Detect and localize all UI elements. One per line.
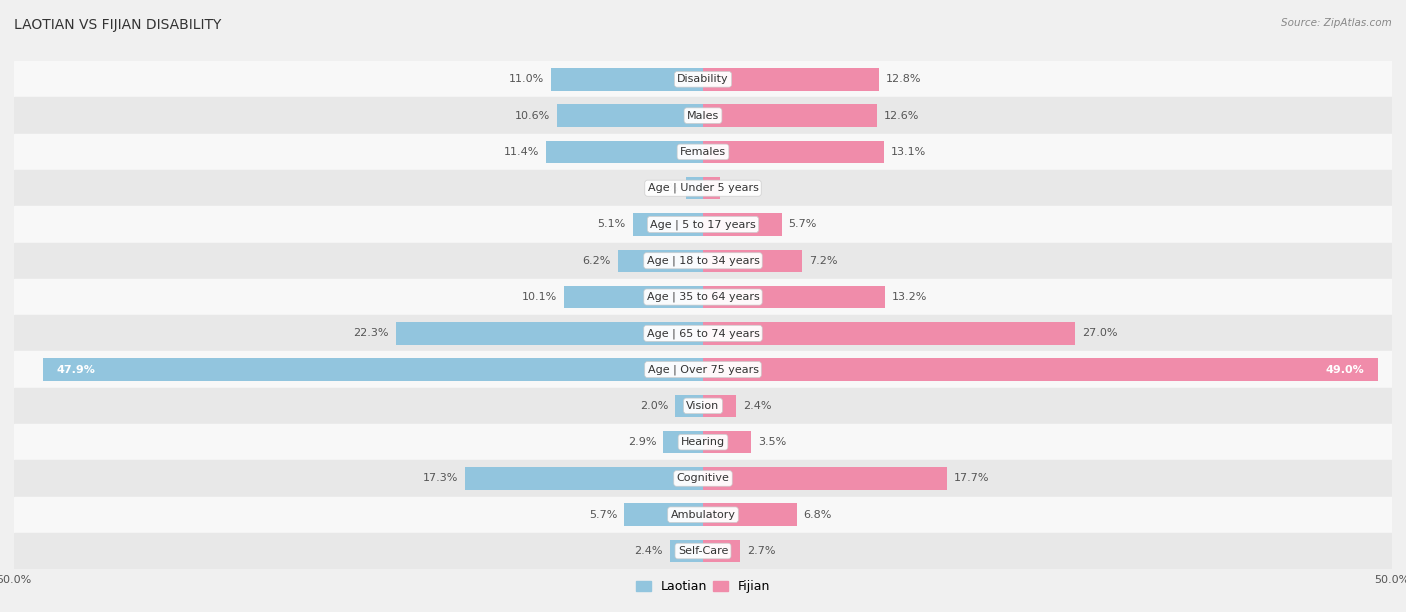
Text: Age | 18 to 34 years: Age | 18 to 34 years [647,255,759,266]
Bar [703,141,883,163]
Text: 12.8%: 12.8% [886,74,922,84]
Text: 10.6%: 10.6% [515,111,550,121]
Bar [675,395,703,417]
Text: LAOTIAN VS FIJIAN DISABILITY: LAOTIAN VS FIJIAN DISABILITY [14,18,221,32]
Text: 13.2%: 13.2% [891,292,927,302]
Text: Age | 35 to 64 years: Age | 35 to 64 years [647,292,759,302]
Text: Self-Care: Self-Care [678,546,728,556]
Bar [703,467,946,490]
Bar [14,242,1392,279]
Text: Disability: Disability [678,74,728,84]
Text: Vision: Vision [686,401,720,411]
Bar [14,388,1392,424]
Bar [633,213,703,236]
Bar [703,286,884,308]
Bar [703,322,1076,345]
Bar [703,359,1378,381]
Bar [624,504,703,526]
Text: 11.4%: 11.4% [503,147,538,157]
Text: Ambulatory: Ambulatory [671,510,735,520]
Bar [44,359,703,381]
Text: 2.9%: 2.9% [627,437,657,447]
Text: 2.0%: 2.0% [640,401,669,411]
Bar [703,213,782,236]
Text: 6.2%: 6.2% [582,256,610,266]
Bar [686,177,703,200]
Text: 5.7%: 5.7% [789,220,817,230]
Text: Hearing: Hearing [681,437,725,447]
Bar [14,134,1392,170]
Text: 5.7%: 5.7% [589,510,617,520]
Bar [703,395,737,417]
Text: 12.6%: 12.6% [883,111,920,121]
Bar [546,141,703,163]
Text: 17.3%: 17.3% [422,474,458,483]
Bar [14,170,1392,206]
Text: 10.1%: 10.1% [522,292,557,302]
Bar [703,250,803,272]
Bar [557,105,703,127]
Text: 3.5%: 3.5% [758,437,786,447]
Text: 1.2%: 1.2% [727,183,755,193]
Bar [664,431,703,453]
Text: Cognitive: Cognitive [676,474,730,483]
Text: 13.1%: 13.1% [890,147,925,157]
Bar [14,460,1392,496]
Text: 2.4%: 2.4% [634,546,664,556]
Bar [703,177,720,200]
Bar [14,496,1392,533]
Text: Age | Over 75 years: Age | Over 75 years [648,364,758,375]
Text: Source: ZipAtlas.com: Source: ZipAtlas.com [1281,18,1392,28]
Bar [14,279,1392,315]
Text: 1.2%: 1.2% [651,183,679,193]
Bar [14,351,1392,388]
Text: Males: Males [688,111,718,121]
Bar [14,533,1392,569]
Text: 17.7%: 17.7% [953,474,990,483]
Bar [703,105,876,127]
Text: Females: Females [681,147,725,157]
Bar [14,315,1392,351]
Bar [14,206,1392,242]
Bar [669,540,703,562]
Bar [703,540,740,562]
Text: 27.0%: 27.0% [1083,328,1118,338]
Legend: Laotian, Fijian: Laotian, Fijian [630,575,776,599]
Bar [14,424,1392,460]
Bar [617,250,703,272]
Bar [564,286,703,308]
Text: 49.0%: 49.0% [1326,365,1364,375]
Bar [703,431,751,453]
Text: 22.3%: 22.3% [353,328,389,338]
Text: 6.8%: 6.8% [804,510,832,520]
Bar [551,68,703,91]
Text: Age | Under 5 years: Age | Under 5 years [648,183,758,193]
Bar [395,322,703,345]
Text: 5.1%: 5.1% [598,220,626,230]
Text: 11.0%: 11.0% [509,74,544,84]
Text: 2.4%: 2.4% [742,401,772,411]
Bar [14,97,1392,134]
Text: Age | 5 to 17 years: Age | 5 to 17 years [650,219,756,230]
Text: 2.7%: 2.7% [747,546,776,556]
Text: 7.2%: 7.2% [808,256,838,266]
Bar [14,61,1392,97]
Text: 47.9%: 47.9% [56,365,96,375]
Bar [703,504,797,526]
Bar [703,68,879,91]
Text: Age | 65 to 74 years: Age | 65 to 74 years [647,328,759,338]
Bar [464,467,703,490]
